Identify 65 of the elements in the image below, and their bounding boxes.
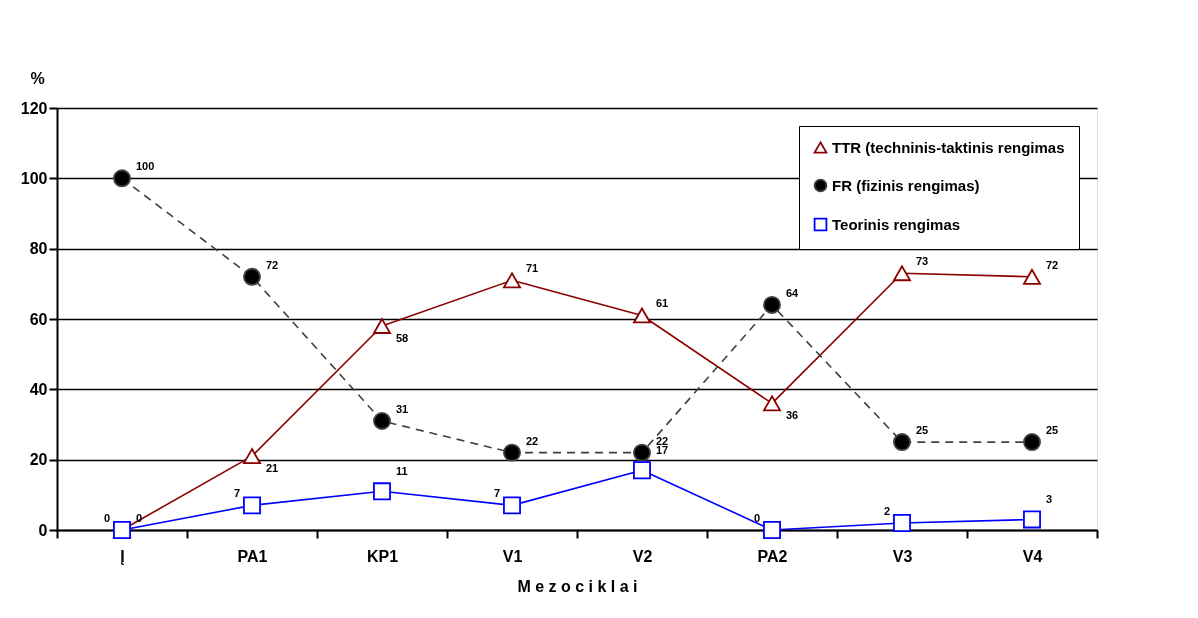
x-axis-title: M e z o c i k l a i — [517, 577, 638, 595]
data-label: 58 — [396, 332, 409, 345]
point — [1023, 510, 1041, 529]
data-label: 3 — [1046, 493, 1053, 506]
x-tick-label: KP1 — [366, 547, 399, 565]
legend-label: FR (fizinis rengimas) — [832, 176, 980, 194]
point — [633, 461, 651, 480]
point — [893, 433, 911, 452]
y-tick-label: 100 — [20, 169, 48, 187]
x-tick-label: V3 — [892, 547, 913, 565]
x-tick-label: V2 — [632, 547, 653, 565]
y-tick-label: 0 — [38, 521, 48, 539]
point — [1023, 268, 1041, 285]
data-label: 7 — [493, 487, 500, 500]
data-label: 0 — [753, 512, 760, 524]
x-tick-label: V1 — [502, 547, 523, 565]
data-label: 0 — [103, 512, 110, 524]
data-label: 64 — [786, 286, 800, 299]
data-label: 100 — [136, 160, 155, 173]
data-label: 36 — [786, 409, 799, 422]
data-label: 72 — [266, 258, 279, 271]
point — [893, 265, 911, 282]
x-tick-label: Į — [120, 547, 125, 565]
point — [243, 496, 261, 515]
point — [503, 496, 521, 515]
x-tick-label: V4 — [1022, 547, 1043, 565]
data-label: 71 — [526, 262, 539, 275]
legend-label: Teorinis rengimas — [832, 215, 961, 233]
point — [633, 307, 651, 324]
point — [893, 514, 911, 532]
point — [243, 448, 261, 465]
data-label: 2 — [883, 504, 890, 517]
data-label: 73 — [916, 255, 929, 268]
data-label: 22 — [526, 434, 539, 447]
y-tick-label: 40 — [29, 380, 48, 398]
y-tick-label: 120 — [20, 99, 48, 117]
data-label: 21 — [266, 462, 279, 475]
y-tick-label: 80 — [29, 240, 48, 258]
point — [763, 521, 781, 539]
point — [503, 272, 521, 289]
point — [763, 395, 781, 412]
x-tick-label: PA1 — [237, 547, 268, 565]
point — [1023, 433, 1041, 452]
point — [503, 443, 521, 462]
point — [373, 318, 391, 334]
x-tick-label: PA2 — [757, 547, 788, 565]
y-axis-title: % — [30, 69, 45, 87]
point — [243, 267, 261, 286]
y-tick-label: 20 — [29, 451, 48, 469]
data-label: 25 — [1046, 424, 1059, 437]
point — [633, 443, 651, 462]
point — [373, 412, 391, 430]
data-label: 25 — [916, 424, 929, 437]
data-label: 11 — [396, 465, 408, 478]
point — [113, 169, 131, 188]
data-label: 22 — [656, 434, 669, 447]
data-label: 31 — [396, 402, 409, 415]
data-label: 17 — [656, 444, 669, 457]
point — [763, 295, 781, 314]
y-tick-label: 60 — [29, 310, 48, 328]
point — [373, 482, 391, 501]
data-label: 72 — [1046, 258, 1059, 271]
data-label: 7 — [233, 487, 240, 500]
legend-label: TTR (techninis-taktinis rengimas — [832, 138, 1065, 156]
data-label: 61 — [656, 297, 669, 310]
